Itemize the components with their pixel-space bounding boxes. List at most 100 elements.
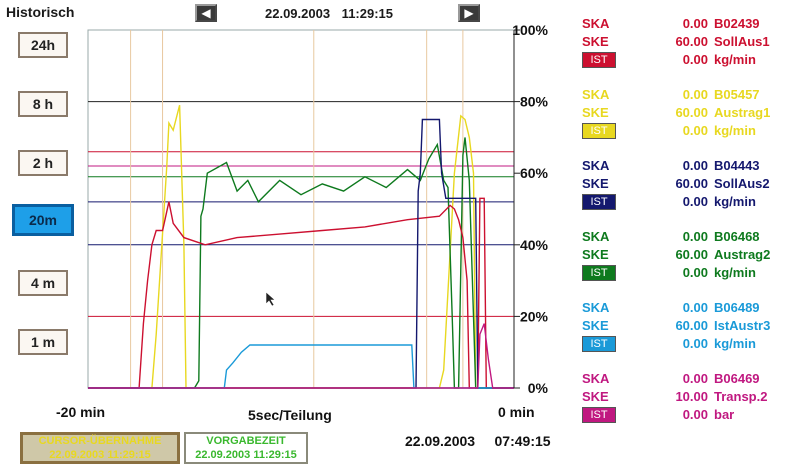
vorgabezeit-time: 22.09.2003 11:29:15 — [195, 449, 297, 461]
arrow-left-icon: ◀ — [201, 6, 211, 20]
ska-value: 0.00 — [682, 16, 708, 31]
legend-0-ska-row: SKA 0.00 B02439 — [582, 16, 796, 34]
ske-label: SKE — [582, 389, 609, 404]
y-tick-label-0: 100% — [512, 22, 548, 38]
ske-tag: SollAus1 — [714, 34, 770, 49]
y-tick-label-4: 20% — [520, 308, 549, 324]
header-datetime: 22.09.2003 11:29:15 — [265, 6, 393, 21]
ist-unit: bar — [714, 407, 735, 422]
ska-label: SKA — [582, 300, 610, 315]
ska-label: SKA — [582, 229, 610, 244]
ske-tag: Transp.2 — [714, 389, 768, 404]
legend-4-ist-row: IST 0.00 kg/min — [582, 336, 796, 354]
ist-color-box[interactable]: IST — [582, 194, 616, 210]
ska-tag: B06469 — [714, 371, 760, 386]
legend-1-ska-row: SKA 0.00 B05457 — [582, 87, 796, 105]
ska-label: SKA — [582, 16, 610, 31]
y-tick-label-5: 0% — [528, 380, 549, 396]
next-button[interactable]: ▶ — [458, 4, 480, 22]
ist-unit: kg/min — [714, 52, 756, 67]
legend-1-ist-row: IST 0.00 kg/min — [582, 123, 796, 141]
range-button-1[interactable]: 8 h — [18, 91, 68, 117]
legend-4-ska-row: SKA 0.00 B06489 — [582, 300, 796, 318]
previous-button[interactable]: ◀ — [195, 4, 217, 22]
ske-tag: IstAustr3 — [714, 318, 771, 333]
plot-area — [87, 29, 515, 389]
series-line-3 — [88, 118, 514, 389]
ska-label: SKA — [582, 87, 610, 102]
legend-0-ist-row: IST 0.00 kg/min — [582, 52, 796, 70]
x-axis-right-label: 0 min — [498, 404, 535, 420]
series-line-5 — [88, 323, 514, 389]
ist-value: 0.00 — [682, 407, 708, 422]
ske-label: SKE — [582, 176, 609, 191]
legend-2-ska-row: SKA 0.00 B04443 — [582, 158, 796, 176]
ske-value: 60.00 — [675, 247, 708, 262]
ske-label: SKE — [582, 318, 609, 333]
ske-value: 60.00 — [675, 34, 708, 49]
ist-unit: kg/min — [714, 265, 756, 280]
ske-tag: Austrag2 — [714, 247, 771, 262]
ist-unit: kg/min — [714, 194, 756, 209]
range-button-5[interactable]: 1 m — [18, 329, 68, 355]
cursor-uebernahme-time: 22.09.2003 11:29:15 — [49, 449, 151, 461]
mouse-cursor-icon — [265, 291, 276, 307]
ist-value: 0.00 — [682, 52, 708, 67]
ska-tag: B02439 — [714, 16, 760, 31]
ist-color-box[interactable]: IST — [582, 407, 616, 423]
ska-value: 0.00 — [682, 158, 708, 173]
ske-label: SKE — [582, 105, 609, 120]
vorgabezeit-label: VORGABEZEIT — [206, 435, 286, 447]
range-button-4[interactable]: 4 m — [18, 270, 68, 296]
legend-3-ist-row: IST 0.00 kg/min — [582, 265, 796, 283]
ist-color-box[interactable]: IST — [582, 336, 616, 352]
ist-value: 0.00 — [682, 265, 708, 280]
legend-2-ist-row: IST 0.00 kg/min — [582, 194, 796, 212]
ska-tag: B06489 — [714, 300, 760, 315]
ske-value: 10.00 — [675, 389, 708, 404]
legend-5-ske-row: SKE 10.00 Transp.2 — [582, 389, 796, 407]
ske-value: 60.00 — [675, 318, 708, 333]
range-button-0[interactable]: 24h — [18, 32, 68, 58]
x-axis-title: 5sec/Teilung — [248, 407, 332, 423]
ist-color-box[interactable]: IST — [582, 52, 616, 68]
y-tick-label-2: 60% — [520, 165, 549, 181]
y-tick-label-1: 80% — [520, 94, 549, 110]
legend-1-ske-row: SKE 60.00 Austrag1 — [582, 105, 796, 123]
ske-tag: SollAus2 — [714, 176, 770, 191]
page-title: Historisch — [6, 4, 75, 20]
ist-value: 0.00 — [682, 194, 708, 209]
ska-label: SKA — [582, 158, 610, 173]
ske-value: 60.00 — [675, 105, 708, 120]
legend-5-ska-row: SKA 0.00 B06469 — [582, 371, 796, 389]
legend-3-ska-row: SKA 0.00 B06468 — [582, 229, 796, 247]
range-button-3[interactable]: 20m — [12, 204, 74, 236]
ske-tag: Austrag1 — [714, 105, 771, 120]
legend-3-ske-row: SKE 60.00 Austrag2 — [582, 247, 796, 265]
ist-value: 0.00 — [682, 123, 708, 138]
ska-tag: B05457 — [714, 87, 760, 102]
ska-value: 0.00 — [682, 371, 708, 386]
current-datetime: 22.09.2003 07:49:15 — [405, 433, 551, 449]
series-line-4 — [88, 344, 514, 389]
vorgabezeit-button[interactable]: VORGABEZEIT 22.09.2003 11:29:15 — [184, 432, 308, 464]
legend-0-ske-row: SKE 60.00 SollAus1 — [582, 34, 796, 52]
ist-unit: kg/min — [714, 336, 756, 351]
ist-value: 0.00 — [682, 336, 708, 351]
ske-label: SKE — [582, 34, 609, 49]
cursor-uebernahme-label: CURSOR-ÜBERNAHME — [38, 435, 162, 447]
ist-color-box[interactable]: IST — [582, 123, 616, 139]
ske-label: SKE — [582, 247, 609, 262]
ska-value: 0.00 — [682, 229, 708, 244]
arrow-right-icon: ▶ — [464, 6, 474, 20]
x-axis-left-label: -20 min — [56, 404, 106, 420]
ska-value: 0.00 — [682, 300, 708, 315]
ska-tag: B06468 — [714, 229, 760, 244]
range-button-2[interactable]: 2 h — [18, 150, 68, 176]
ske-value: 60.00 — [675, 176, 708, 191]
ist-unit: kg/min — [714, 123, 756, 138]
ist-color-box[interactable]: IST — [582, 265, 616, 281]
cursor-uebernahme-button[interactable]: CURSOR-ÜBERNAHME 22.09.2003 11:29:15 — [20, 432, 180, 464]
legend-5-ist-row: IST 0.00 bar — [582, 407, 796, 425]
